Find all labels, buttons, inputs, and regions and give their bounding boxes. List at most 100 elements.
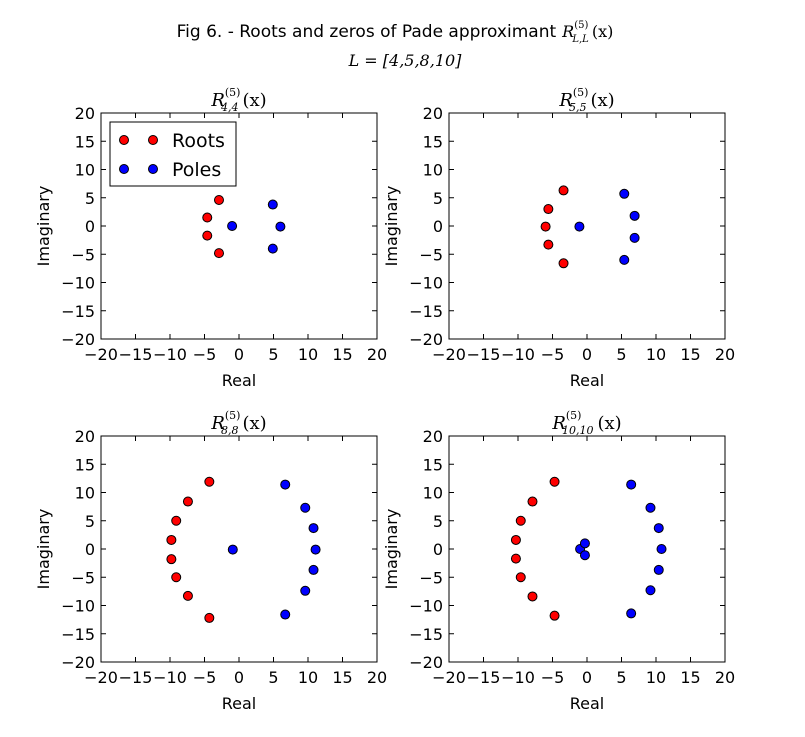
x-tick-label: −5	[541, 345, 565, 364]
x-tick-label: −10	[501, 668, 535, 687]
x-tick-label: −15	[119, 345, 153, 364]
y-axis-label: Imaginary	[34, 509, 53, 590]
y-tick-label: −20	[409, 330, 443, 349]
pole-point	[629, 210, 640, 221]
x-tick-label: −20	[432, 345, 466, 364]
root-point	[171, 515, 182, 526]
x-axis-label: Real	[222, 694, 257, 713]
root-point	[558, 185, 569, 196]
legend-marker	[148, 164, 158, 174]
x-axis-label: Real	[222, 371, 257, 390]
root-point	[527, 591, 538, 602]
x-axis-label: Real	[570, 694, 605, 713]
pole-point	[579, 550, 590, 561]
subplot-title-arg: (x)	[242, 413, 266, 434]
pole-point	[574, 221, 585, 232]
root-point	[510, 534, 521, 545]
root-point	[182, 590, 193, 601]
y-tick-label: 0	[433, 540, 443, 559]
figure-title-math-sup: (5)	[574, 20, 588, 31]
legend-marker	[119, 164, 129, 174]
x-tick-label: −15	[467, 668, 501, 687]
root-point	[543, 204, 554, 215]
pole-point	[619, 254, 630, 265]
subplot-title: R(5) 4,4 (x)	[210, 86, 266, 114]
plot-area	[448, 435, 726, 663]
y-tick-label: −10	[409, 597, 443, 616]
x-tick-label: 10	[298, 345, 318, 364]
subplot-2: −20 −15 −10 −5 0 5 10 15 2020151050−5−10−15−20Re…	[382, 86, 735, 390]
y-tick-label: −5	[419, 568, 443, 587]
x-tick-label: 20	[367, 668, 387, 687]
legend-marker	[148, 135, 158, 145]
legend-label: Poles	[172, 159, 221, 181]
x-tick-label: 5	[616, 345, 626, 364]
x-tick-label: 15	[680, 345, 700, 364]
legend-marker	[119, 135, 129, 145]
x-axis-label: Real	[570, 371, 605, 390]
subplot-title-arg: (x)	[242, 90, 266, 111]
x-tick-label: 20	[715, 668, 735, 687]
x-tick-label: −15	[467, 345, 501, 364]
x-tick-label: 15	[680, 668, 700, 687]
root-point	[202, 230, 213, 241]
x-tick-label: −10	[153, 345, 187, 364]
pole-point	[300, 502, 311, 513]
subplot-title-sub: 5,5	[569, 101, 587, 114]
pole-point	[629, 232, 640, 243]
subplot-title-sup: (5)	[573, 86, 589, 99]
root-point	[527, 496, 538, 507]
subplot-title-arg: (x)	[590, 90, 614, 111]
root-point	[182, 496, 193, 507]
y-tick-label: 0	[85, 540, 95, 559]
plot-area	[100, 435, 378, 663]
y-tick-label: 20	[423, 427, 443, 446]
root-point	[515, 515, 526, 526]
y-tick-label: −10	[409, 274, 443, 293]
y-tick-label: 5	[85, 189, 95, 208]
y-tick-label: 15	[423, 132, 443, 151]
pole-point	[645, 585, 656, 596]
y-tick-label: −15	[61, 302, 95, 321]
y-tick-label: −20	[61, 653, 95, 672]
x-tick-label: 0	[582, 345, 592, 364]
y-tick-label: −15	[409, 302, 443, 321]
y-axis-label: Imaginary	[382, 509, 401, 590]
x-tick-label: −20	[84, 668, 118, 687]
y-tick-label: −10	[61, 274, 95, 293]
subplot-4: −20 −15 −10 −5 0 5 10 15 2020151050−5−10−15−20Re…	[382, 409, 735, 713]
pole-point	[579, 538, 590, 549]
y-tick-label: −5	[71, 245, 95, 264]
subplot-title-sub: 8,8	[221, 424, 239, 437]
subplot-1: −20 −15 −10 −5 0 5 10 15 2020151050−5−10−15−20Re…	[34, 86, 387, 390]
x-tick-label: 10	[646, 668, 666, 687]
pole-point	[227, 221, 238, 231]
y-tick-label: 20	[75, 104, 95, 123]
root-point	[204, 476, 215, 487]
root-point	[204, 612, 215, 623]
root-point	[549, 476, 560, 487]
pole-point	[619, 188, 630, 199]
pole-point	[308, 523, 319, 534]
y-tick-label: −5	[71, 568, 95, 587]
y-tick-label: −5	[419, 245, 443, 264]
root-point	[558, 258, 569, 269]
subplot-title: R(5) 8,8 (x)	[210, 409, 266, 437]
x-tick-label: 5	[268, 668, 278, 687]
pole-point	[308, 564, 319, 575]
root-point	[549, 610, 560, 621]
pole-point	[267, 199, 278, 210]
x-tick-label: 15	[332, 345, 352, 364]
y-tick-label: −20	[409, 653, 443, 672]
pole-point	[227, 544, 238, 555]
root-point	[202, 212, 213, 223]
x-tick-label: −5	[193, 668, 217, 687]
figure-title-math-base: R	[561, 22, 574, 41]
x-tick-label: 15	[332, 668, 352, 687]
y-tick-label: 20	[423, 104, 443, 123]
y-tick-label: 10	[423, 484, 443, 503]
y-tick-label: 5	[85, 512, 95, 531]
pole-point	[275, 221, 286, 232]
x-tick-label: −20	[84, 345, 118, 364]
